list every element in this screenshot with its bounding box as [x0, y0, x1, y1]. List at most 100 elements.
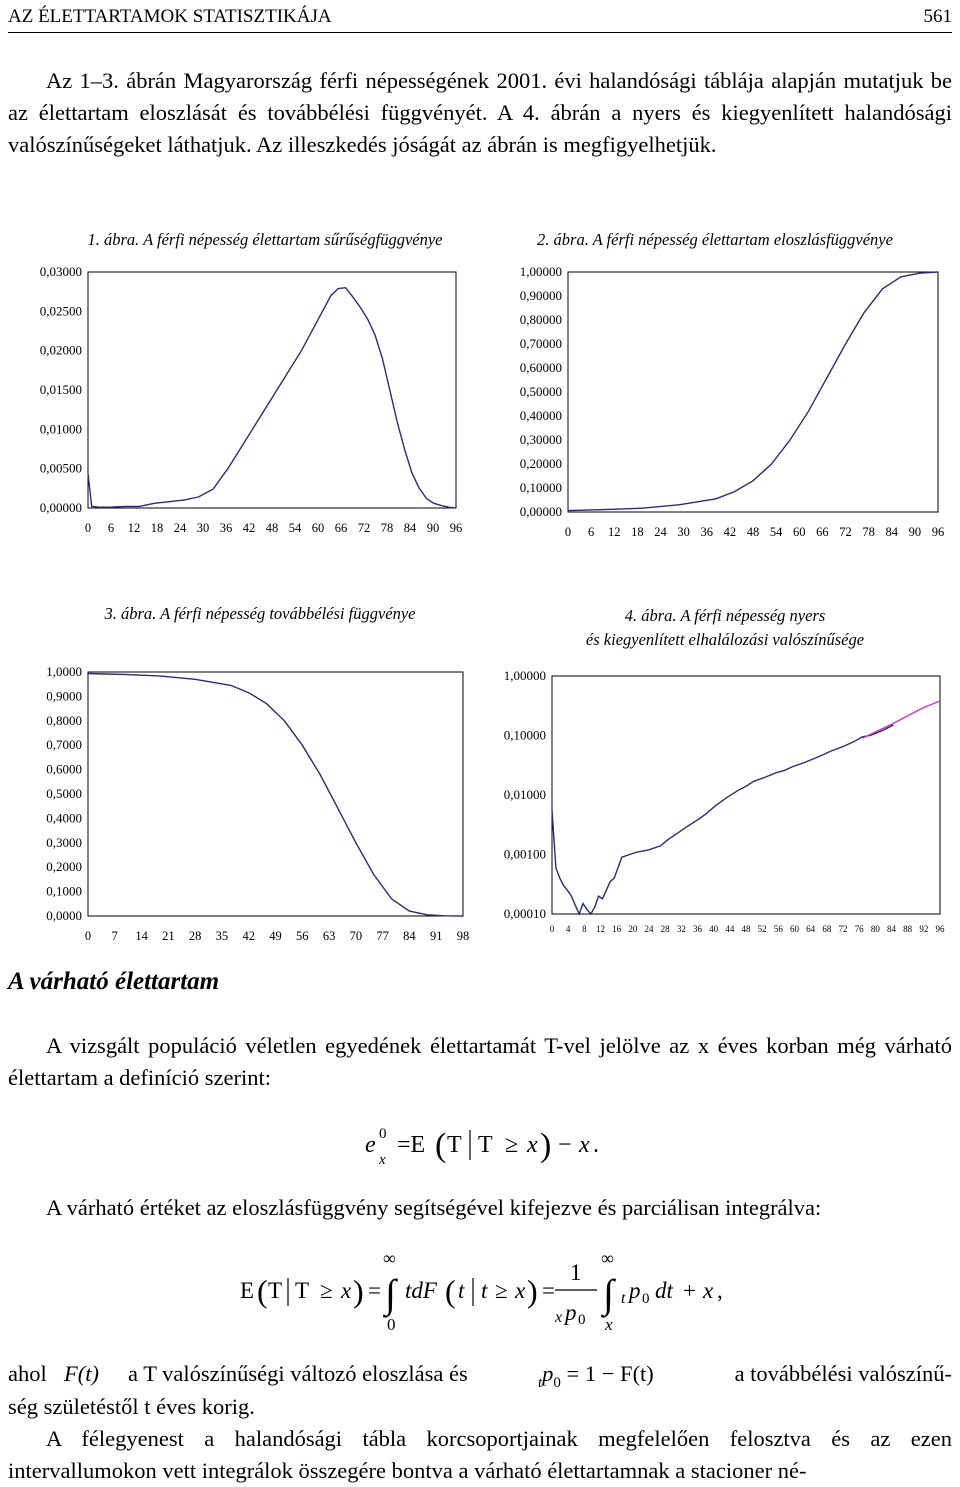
x-tick-label: 49: [269, 929, 282, 943]
x-tick-label: 30: [197, 521, 210, 535]
x-tick-label: 35: [216, 929, 229, 943]
plot-frame: [87, 271, 457, 509]
y-tick-label: 0,03000: [40, 264, 82, 279]
f1-minus: −: [558, 1132, 572, 1158]
f1-x2: x: [578, 1132, 590, 1158]
y-tick-label: 0,01000: [40, 421, 82, 436]
f1-eq: =E: [397, 1132, 425, 1158]
x-tick-label: 30: [677, 525, 690, 539]
f2-dt: dt: [655, 1278, 674, 1303]
x-tick-label: 68: [822, 924, 832, 934]
figure-4-caption-line1: 4. ábra. A férfi népesség nyers: [624, 606, 826, 625]
f2-den-p: p: [563, 1300, 577, 1325]
y-tick-label: 0,5000: [46, 786, 82, 801]
x-tick-label: 96: [450, 521, 463, 535]
x-tick-label: 7: [112, 929, 118, 943]
p4-end: a továbbélési valószínű-: [734, 1361, 952, 1386]
series-line-main: [87, 672, 464, 917]
x-tick-label: 56: [774, 924, 784, 934]
f2-int2: ∫: [600, 1271, 617, 1318]
plot-frame: [551, 675, 941, 915]
f2-den-sub: 0: [578, 1312, 586, 1328]
x-tick-label: 18: [151, 521, 164, 535]
x-tick-label: 28: [189, 929, 202, 943]
y-tick-label: 0,00010: [504, 906, 546, 921]
y-tick-label: 0,02000: [40, 343, 82, 358]
y-tick-label: 0,2000: [46, 859, 82, 874]
p4-p: p: [542, 1361, 554, 1386]
x-tick-label: 12: [596, 924, 605, 934]
f2-eq1: =: [368, 1278, 381, 1303]
x-tick-label: 90: [909, 525, 922, 539]
x-tick-label: 54: [770, 525, 783, 539]
y-tick-label: 0,01500: [40, 382, 82, 397]
x-tick-label: 42: [243, 521, 256, 535]
x-tick-label: 36: [701, 525, 714, 539]
x-tick-label: 91: [430, 929, 443, 943]
p4-p-pre: t: [538, 1375, 543, 1391]
series-line-nyers: [551, 724, 894, 916]
formula-2-svg: E ( T T ≥ x ) = ∞ ∫ 0 tdF ( t t ≥ x ) = …: [240, 1248, 723, 1334]
f1-sup: 0: [379, 1126, 387, 1142]
y-tick-label: 1,00000: [504, 668, 546, 683]
x-tick-label: 42: [242, 929, 255, 943]
y-tick-label: 0,3000: [46, 835, 82, 850]
x-tick-label: 8: [582, 924, 587, 934]
f2-t1: t: [458, 1278, 465, 1303]
x-tick-label: 0: [565, 525, 571, 539]
x-tick-label: 12: [128, 521, 141, 535]
f2-ge2: ≥: [495, 1278, 508, 1303]
x-tick-label: 52: [758, 924, 767, 934]
x-tick-label: 48: [747, 525, 760, 539]
section-title: A várható élettartam: [8, 968, 220, 995]
f2-ge1: ≥: [320, 1278, 333, 1303]
y-tick-label: 0,20000: [520, 456, 562, 471]
y-tick-label: 0,8000: [46, 713, 82, 728]
x-tick-label: 12: [608, 525, 621, 539]
x-tick-label: 21: [162, 929, 175, 943]
paragraph-4-line1: ahol F(t) a T valószínűségi változó elos…: [8, 1357, 952, 1391]
x-tick-label: 56: [296, 929, 309, 943]
x-tick-label: 48: [266, 521, 279, 535]
x-tick-label: 70: [350, 929, 363, 943]
series-line-kiegyenlített: [862, 700, 941, 739]
x-tick-label: 36: [693, 924, 703, 934]
formula-1-svg: e 0 x =E ( T T ≥ x ) − x .: [365, 1126, 599, 1168]
x-tick-label: 84: [404, 521, 417, 535]
x-tick-label: 72: [839, 924, 848, 934]
y-tick-label: 0,50000: [520, 384, 562, 399]
x-tick-label: 96: [932, 525, 945, 539]
plot-frame: [567, 271, 939, 513]
plot-frame: [87, 671, 464, 917]
y-tick-label: 0,10000: [520, 480, 562, 495]
f1-ge: ≥: [505, 1132, 518, 1158]
x-tick-label: 14: [135, 929, 148, 943]
x-tick-label: 88: [903, 924, 913, 934]
f1-rparen: ): [540, 1127, 551, 1164]
f2-lower1: 0: [387, 1315, 396, 1334]
x-tick-label: 90: [427, 521, 440, 535]
x-tick-label: 20: [628, 924, 638, 934]
x-tick-label: 0: [85, 521, 91, 535]
figure-4-caption: 4. ábra. A férfi népesség nyers és kiegy…: [540, 604, 910, 652]
x-tick-label: 60: [790, 924, 800, 934]
x-tick-label: 28: [661, 924, 671, 934]
f2-comma: ,: [717, 1278, 723, 1303]
paragraph-5: A félegyenest a halandósági tábla korcso…: [8, 1426, 952, 1483]
y-tick-label: 0,30000: [520, 432, 562, 447]
f2-x1: x: [340, 1278, 352, 1303]
x-tick-label: 54: [289, 521, 302, 535]
series-line-main: [87, 286, 457, 509]
x-tick-label: 66: [335, 521, 348, 535]
f2-inf1: ∞: [383, 1250, 396, 1268]
x-tick-label: 24: [645, 924, 655, 934]
x-tick-label: 6: [588, 525, 594, 539]
y-tick-label: 0,00000: [520, 504, 562, 519]
f2-E: E: [240, 1278, 254, 1303]
y-tick-label: 0,80000: [520, 312, 562, 327]
x-tick-label: 40: [709, 924, 719, 934]
x-tick-label: 4: [566, 924, 571, 934]
figure-3-chart: 1,0000 0,9000 0,8000 0,7000 0,6000 0,5000 0,40…: [46, 664, 469, 943]
y-tick-label: 0,00000: [40, 500, 82, 515]
